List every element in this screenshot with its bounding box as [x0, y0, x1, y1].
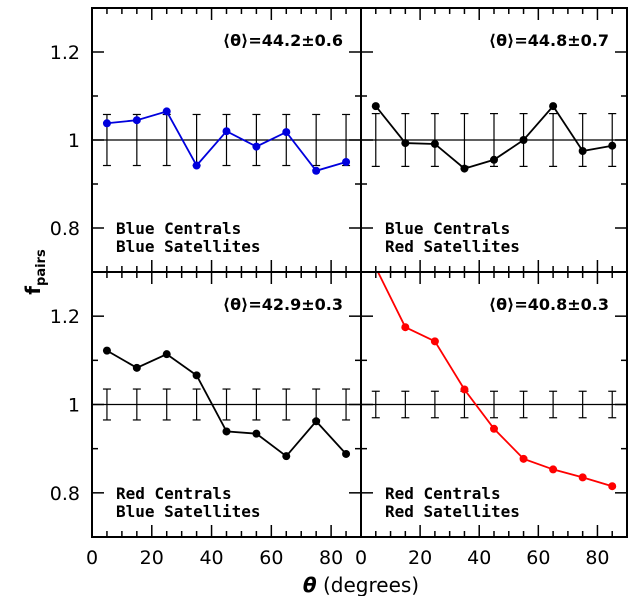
data-point — [549, 465, 558, 474]
x-tick-label: 40 — [467, 547, 491, 569]
panel-label-line1: Blue Centrals — [385, 219, 510, 238]
error-bars — [371, 390, 617, 419]
data-point — [222, 127, 231, 136]
panel-label-line1: Blue Centrals — [116, 219, 241, 238]
series-group — [102, 107, 351, 175]
panel-frame — [360, 271, 628, 538]
x-tick-label: 40 — [199, 547, 223, 569]
panel-label-line2: Red Satellites — [385, 502, 520, 521]
data-point — [430, 337, 439, 346]
x-tick-label: 0 — [355, 547, 367, 569]
mean-angle-label: ⟨θ⟩=44.8±0.7 — [489, 31, 609, 50]
mean-angle-label: ⟨θ⟩=40.8±0.3 — [489, 295, 609, 314]
data-point — [371, 102, 380, 111]
mean-angle-label: ⟨θ⟩=44.2±0.6 — [223, 31, 343, 50]
panel-label-line1: Red Centrals — [116, 484, 232, 503]
data-point — [312, 166, 321, 175]
series-group — [376, 272, 617, 491]
data-point — [162, 107, 171, 116]
data-point — [519, 454, 528, 463]
data-point — [102, 346, 111, 355]
data-point — [222, 427, 231, 436]
data-point — [519, 136, 528, 144]
panel-label-line1: Red Centrals — [385, 484, 501, 503]
data-point — [578, 473, 587, 482]
data-point — [312, 417, 321, 426]
y-tick-label: 0.8 — [50, 218, 80, 240]
data-point — [252, 429, 261, 438]
data-point — [401, 139, 410, 148]
x-tick-label: 80 — [319, 547, 343, 569]
data-point — [282, 128, 291, 137]
y-tick-label: 1 — [68, 395, 80, 417]
x-tick-label: 80 — [585, 547, 609, 569]
data-point — [192, 371, 201, 380]
y-tick-label: 0.8 — [50, 483, 80, 505]
data-point — [132, 116, 141, 125]
panel-label-line2: Blue Satellites — [116, 502, 261, 521]
series-group — [371, 102, 617, 173]
data-point — [608, 141, 617, 150]
data-point — [132, 363, 141, 372]
data-point — [282, 452, 291, 461]
error-bars — [102, 113, 351, 167]
y-tick-labels: 0.8 1 1.2 0.8 1 1.2 — [50, 42, 80, 505]
data-point — [608, 482, 617, 491]
data-point — [401, 323, 410, 332]
x-tick-label: 20 — [408, 547, 432, 569]
x-tick-label: 60 — [526, 547, 550, 569]
data-point — [252, 142, 261, 151]
data-point — [342, 449, 351, 458]
data-point — [342, 158, 351, 166]
mean-angle-label: ⟨θ⟩=42.9±0.3 — [223, 295, 343, 314]
series-group — [102, 346, 351, 461]
y-tick-label: 1.2 — [50, 306, 80, 328]
x-tick-label: 20 — [140, 547, 164, 569]
data-point — [549, 102, 558, 111]
data-point — [460, 164, 469, 173]
data-point — [192, 161, 201, 170]
x-tick-label: 60 — [259, 547, 283, 569]
data-point — [578, 147, 587, 155]
x-tick-label: 0 — [86, 547, 98, 569]
data-point — [102, 119, 111, 128]
y-tick-label: 1.2 — [50, 42, 80, 64]
data-point — [162, 350, 171, 359]
data-point — [490, 155, 498, 164]
y-tick-label: 1 — [68, 130, 80, 152]
panel-label-line2: Blue Satellites — [116, 237, 261, 256]
x-tick-labels: 0 20 40 60 80 0 20 40 60 80 — [86, 547, 610, 569]
data-point — [430, 139, 439, 148]
panel-label-line2: Red Satellites — [385, 237, 520, 256]
x-axis-title: θ (degrees) — [303, 573, 419, 596]
data-point — [490, 424, 498, 433]
data-point — [460, 385, 469, 394]
y-axis-title: fpairs — [21, 249, 49, 295]
